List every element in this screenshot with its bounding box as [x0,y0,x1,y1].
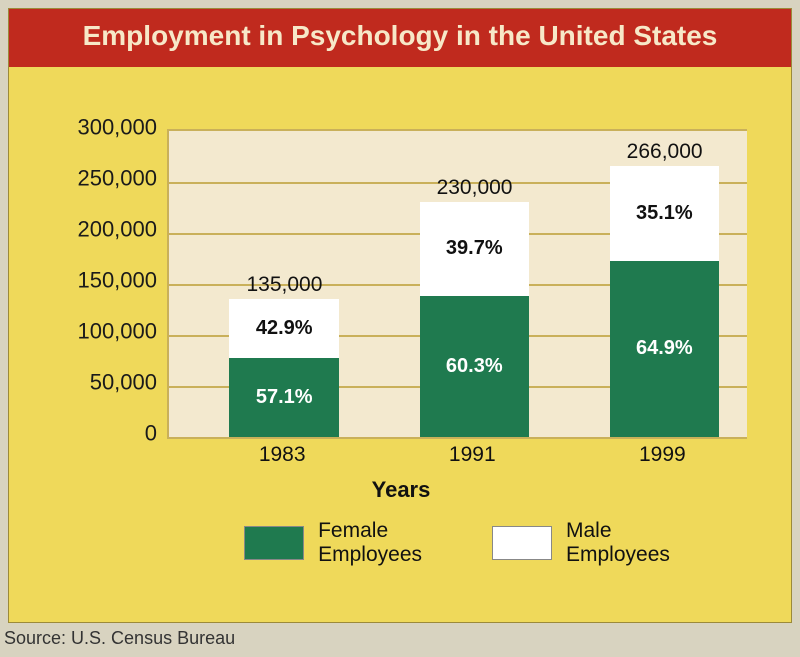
legend-item-male: MaleEmployees [492,519,670,567]
figure-card: Employment in Psychology in the United S… [8,8,792,623]
x-tick-label: 1991 [449,443,496,467]
legend: FemaleEmployees MaleEmployees [167,519,747,567]
bar-segment-female: 57.1% [229,358,338,437]
bar-1991: 39.7%60.3%230,000 [420,202,529,437]
legend-item-female: FemaleEmployees [244,519,422,567]
bar-total-label: 266,000 [590,140,740,164]
y-tick-label: 200,000 [37,217,157,243]
bar-total-label: 230,000 [400,176,550,200]
bar-segment-male: 39.7% [420,202,529,295]
x-axis-title: Years [37,477,765,503]
plot-area: 42.9% 57.1% 135,000 39.7% 60.3% 230,000 35.1% 6… [167,129,747,439]
legend-label-male: MaleEmployees [566,519,670,567]
x-tick-label: 1999 [639,443,686,467]
y-tick-label: 150,000 [37,268,157,294]
x-tick-label: 1983 [259,443,306,467]
y-tick-label: 0 [37,421,157,447]
bar-segment-male: 35.1% [610,166,719,261]
y-tick-label: 100,000 [37,319,157,345]
bar-segment-male: 42.9% [229,299,338,358]
segment-pct-label: 35.1% [636,202,693,225]
bar-1999: 35.1%64.9%266,000 [610,166,719,437]
legend-swatch-male [492,526,552,560]
y-tick-label: 250,000 [37,166,157,192]
bar-total-label: 135,000 [209,273,359,297]
chart-area: 050,000100,000150,000200,000250,000300,0… [37,119,765,574]
segment-pct-label: 64.9% [636,337,693,360]
segment-pct-label: 60.3% [446,355,503,378]
source-citation: Source: U.S. Census Bureau [4,628,235,649]
segment-pct-label: 42.9% [256,317,313,340]
segment-pct-label: 57.1% [256,386,313,409]
bar-segment-female: 60.3% [420,296,529,437]
figure-title: Employment in Psychology in the United S… [9,9,791,67]
legend-swatch-female [244,526,304,560]
bar-segment-female: 64.9% [610,261,719,437]
bar-1983: 42.9%57.1%135,000 [229,299,338,437]
segment-pct-label: 39.7% [446,237,503,260]
y-tick-label: 300,000 [37,115,157,141]
legend-label-female: FemaleEmployees [318,519,422,567]
y-tick-label: 50,000 [37,370,157,396]
